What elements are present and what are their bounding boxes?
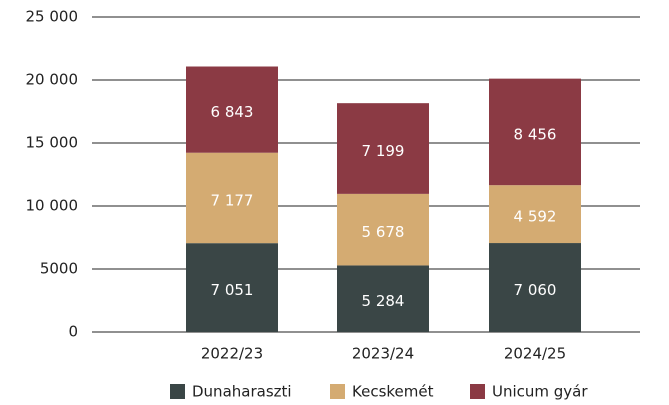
bar-segment [186, 243, 278, 332]
data-label: 4 592 [514, 208, 557, 226]
data-label: 8 456 [514, 125, 557, 143]
data-label: 7 199 [362, 142, 405, 160]
data-label: 6 843 [211, 103, 254, 121]
x-tick-label: 2024/25 [504, 345, 566, 363]
y-tick-label: 10 000 [26, 197, 79, 215]
bar-segment [186, 66, 278, 153]
bar-segment [186, 152, 278, 244]
bar-segment [489, 78, 581, 186]
bar-segment [337, 103, 429, 194]
legend-swatch [330, 384, 345, 399]
y-tick-label: 15 000 [26, 134, 79, 152]
legend-swatch [170, 384, 185, 399]
x-tick-label: 2023/24 [352, 345, 414, 363]
legend-label: Unicum gyár [492, 383, 588, 401]
y-tick-label: 20 000 [26, 71, 79, 89]
y-tick-label: 0 [68, 323, 78, 341]
legend-label: Dunaharaszti [192, 383, 292, 401]
bar-segment [337, 265, 429, 332]
legend-label: Kecskemét [352, 383, 434, 401]
data-label: 7 060 [514, 281, 557, 299]
bar-segment [489, 243, 581, 332]
bar-segment [489, 185, 581, 244]
data-label: 7 051 [211, 281, 254, 299]
legend-swatch [470, 384, 485, 399]
x-tick-label: 2022/23 [201, 345, 263, 363]
data-label: 5 284 [362, 292, 405, 310]
data-label: 7 177 [211, 191, 254, 209]
y-tick-label: 25 000 [26, 8, 79, 26]
bar-segment [337, 193, 429, 266]
y-tick-label: 5000 [40, 260, 78, 278]
data-label: 5 678 [362, 223, 405, 241]
